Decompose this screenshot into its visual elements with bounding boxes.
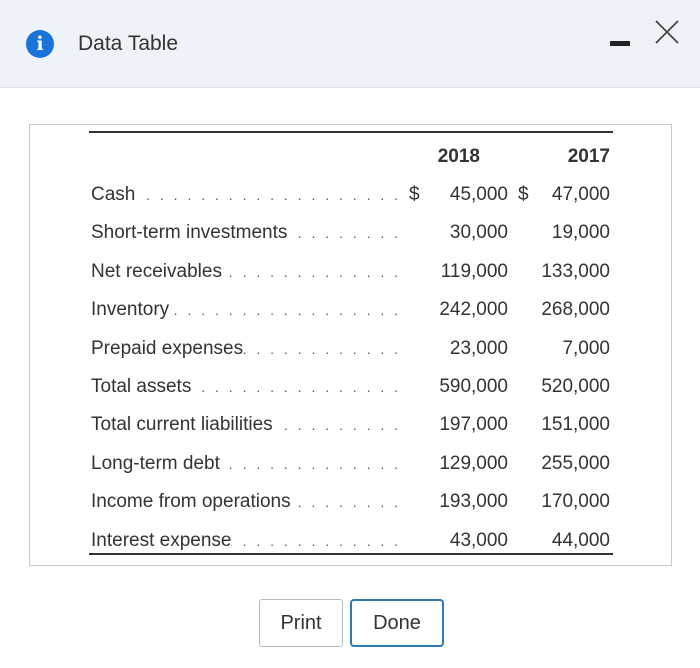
table-top-rule [89, 131, 613, 133]
value-2018: 242,000 [439, 299, 508, 321]
value-2018: 197,000 [439, 414, 508, 436]
value-2017: 255,000 [541, 452, 610, 474]
row-label: Prepaid expenses [91, 336, 244, 361]
minimize-button[interactable] [610, 36, 632, 52]
value-2017: 151,000 [541, 414, 610, 436]
data-table: 2018 2017 . . . . . . . . . . . . . . . … [29, 124, 672, 566]
value-2017: 47,000 [551, 184, 610, 205]
currency-symbol: $ [409, 184, 420, 205]
print-button[interactable]: Print [259, 599, 343, 647]
row-label: Inventory [91, 298, 170, 323]
table-row: . . . . . . . . . . . . . . . . . . . . … [30, 256, 673, 286]
value-2018: 23,000 [449, 337, 508, 359]
row-label: Income from operations [91, 490, 291, 515]
table-row: . . . . . . . . . . . . . . . . . . . . … [30, 409, 673, 439]
value-2017: 170,000 [541, 491, 610, 513]
table-row: . . . . . . . . . . . . . . . . . . . . … [30, 525, 673, 555]
table-row: . . . . . . . . . . . . . . . . . . . . … [30, 333, 673, 363]
currency-symbol: $ [518, 184, 529, 205]
value-2017: 7,000 [562, 337, 610, 359]
value-2018: 43,000 [449, 529, 508, 551]
row-label: Total current liabilities [91, 413, 273, 438]
done-button[interactable]: Done [350, 599, 444, 647]
value-2018: 129,000 [439, 452, 508, 474]
table-row: . . . . . . . . . . . . . . . . . . . . … [30, 217, 673, 247]
table-row: . . . . . . . . . . . . . . . . . . . . … [30, 294, 673, 324]
dot-leader: . . . . . . . . . . . . . . . . . . . . … [91, 187, 402, 203]
table-row: . . . . . . . . . . . . . . . . . . . . … [30, 179, 673, 209]
value-2017: 19,000 [551, 222, 610, 244]
table-row: . . . . . . . . . . . . . . . . . . . . … [30, 486, 673, 516]
row-label: Total assets [91, 375, 192, 399]
minimize-icon [610, 41, 630, 46]
column-header-2017: 2017 [567, 146, 610, 167]
row-label: Interest expense [91, 528, 232, 553]
row-label: Short-term investments [91, 221, 288, 246]
value-2017: 520,000 [541, 376, 610, 397]
value-2018: 30,000 [449, 222, 508, 244]
dialog-title: Data Table [78, 32, 179, 55]
value-2018: 45,000 [449, 184, 508, 205]
table-row: . . . . . . . . . . . . . . . . . . . . … [30, 371, 673, 401]
value-2018: 590,000 [439, 376, 508, 397]
row-label: Long-term debt [91, 451, 220, 476]
value-2018: 119,000 [440, 260, 508, 282]
row-label: Net receivables [91, 259, 222, 284]
close-button[interactable] [652, 17, 682, 47]
close-icon [655, 20, 679, 44]
dialog-header: i Data Table [0, 0, 700, 88]
info-icon: i [26, 30, 54, 58]
value-2017: 44,000 [551, 529, 610, 551]
table-row: . . . . . . . . . . . . . . . . . . . . … [30, 448, 673, 478]
value-2017: 268,000 [541, 299, 610, 321]
value-2017: 133,000 [541, 260, 610, 282]
column-header-2018: 2018 [437, 146, 480, 167]
table-bottom-rule [89, 553, 613, 555]
value-2018: 193,000 [439, 491, 508, 513]
row-label: Cash [91, 183, 136, 207]
